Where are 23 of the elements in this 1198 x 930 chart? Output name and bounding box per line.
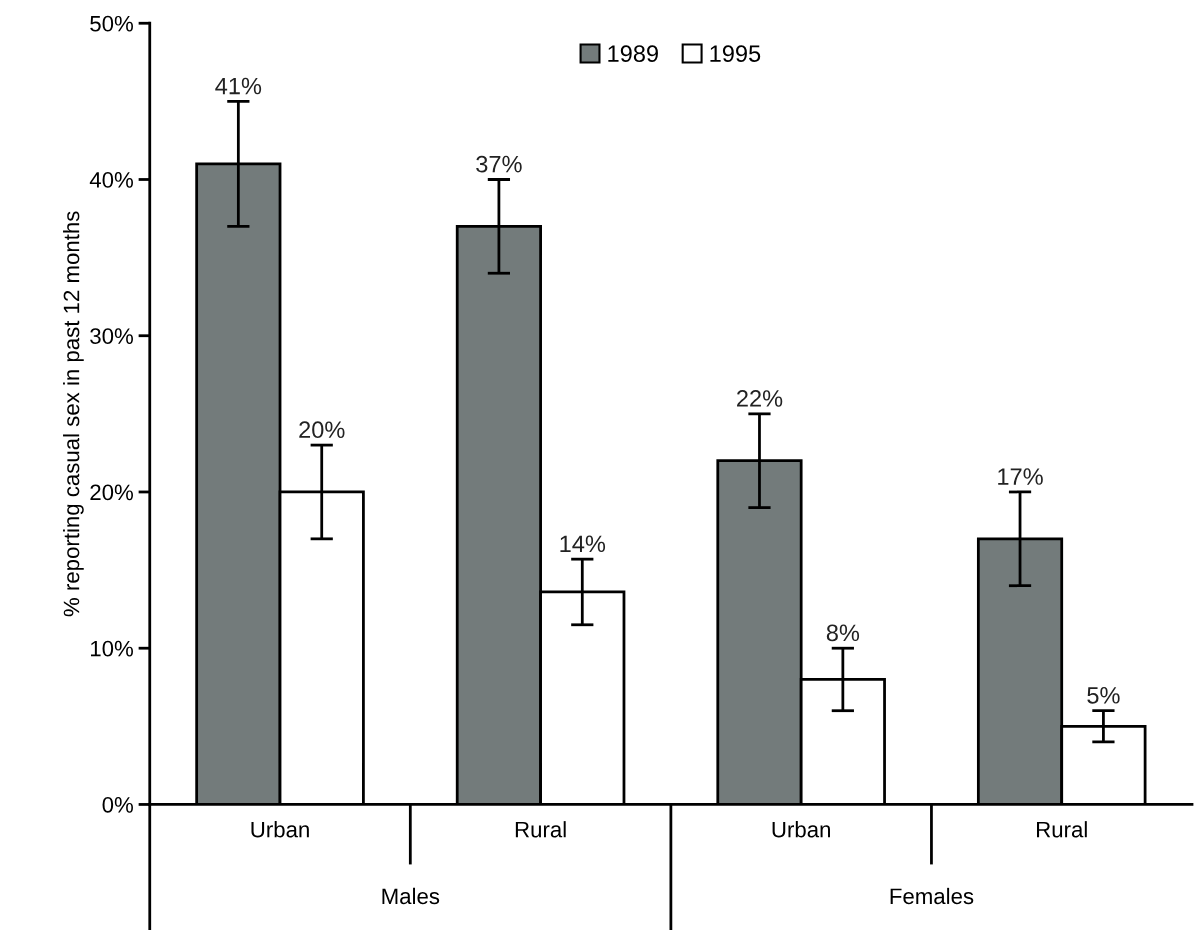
x-tick-label: Rural [1037, 821, 1087, 838]
data-label: 17% [998, 468, 1043, 485]
data-label: 41% [215, 77, 262, 95]
x-tick-label: Rural [515, 821, 566, 838]
x-tick-label: Urban [251, 821, 309, 838]
data-label: 20% [299, 421, 345, 439]
text: Males [382, 887, 440, 905]
y-tick-label: 20% [90, 484, 133, 501]
y-tick-label: 0% [102, 796, 133, 813]
data-label: 22% [737, 390, 783, 407]
y-axis-title: % reporting casual sex in past 12 months [63, 211, 84, 617]
data-label: 14% [560, 535, 606, 553]
x-tick-label: Urban [772, 821, 830, 838]
data-label: 5% [1087, 687, 1120, 704]
legend-label: 1995 [710, 45, 761, 62]
data-label: 37% [476, 155, 522, 173]
y-tick-label: 50% [90, 15, 133, 32]
y-tick-label: 40% [89, 172, 133, 188]
text: Females [890, 887, 974, 905]
y-tick-label: 30% [90, 328, 133, 344]
legend-label: 1989 [608, 45, 658, 62]
y-tick-label: 10% [91, 640, 133, 657]
data-label: 8% [826, 624, 860, 642]
